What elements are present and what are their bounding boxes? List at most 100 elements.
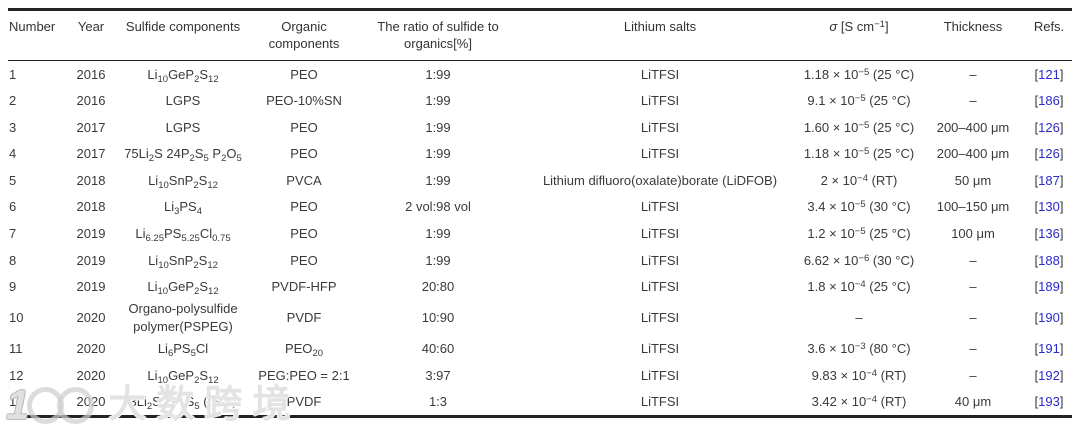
cell-organic: PEO <box>290 252 318 268</box>
cell-ref: [186] <box>1034 93 1064 109</box>
cell-sigma: 2 × 10−4 (RT) <box>820 172 898 188</box>
cell-ref: [187] <box>1034 172 1064 188</box>
cell-organic: PVDF <box>286 310 322 326</box>
cell-number: 11 <box>9 340 23 356</box>
cell-year: 2017 <box>76 146 106 162</box>
cell-organic: PEO <box>290 66 318 82</box>
column-header-sulfide: Sulfide components <box>125 19 241 34</box>
cell-number: 12 <box>9 367 24 383</box>
column-header-organic: Organic components <box>268 19 340 51</box>
column-header-year: Year <box>77 19 105 34</box>
cell-number: 8 <box>9 252 17 268</box>
cell-sulfide: Li3PS4 <box>163 199 203 218</box>
ref-link[interactable]: 190 <box>1038 310 1060 326</box>
cell-sigma: – <box>855 310 863 326</box>
cell-thickness: 40 μm <box>954 394 992 410</box>
cell-thickness: 100 μm <box>951 226 995 242</box>
ref-link[interactable]: 121 <box>1038 66 1060 82</box>
cell-salt: LiTFSI <box>640 310 680 326</box>
cell-sulfide: 75Li2S 24P2S5 P2O5 <box>124 146 242 165</box>
table-row: 12 2020 Li10GeP2S12 PEG:PEO = 2:1 3:97 LiTFSI… <box>8 362 1072 389</box>
cell-thickness: – <box>969 66 977 82</box>
cell-number: 7 <box>9 226 17 242</box>
table-row: 13 2020 3Li2S 2P2S5 (LPS) PVDF 1:3 LiTFSI 3.42… <box>8 389 1072 416</box>
cell-sigma: 1.18 × 10−5 (25 °C) <box>803 66 915 82</box>
cell-sulfide: Li10SnP2S12 <box>148 172 218 191</box>
cell-organic: PVCA <box>286 172 322 188</box>
table-row: 7 2019 Li6.25PS5.25Cl0.75 PEO 1:99 LiTFSI 1.2 … <box>8 221 1072 248</box>
cell-organic: PEO <box>290 199 318 215</box>
ref-link[interactable]: 130 <box>1038 199 1060 215</box>
cell-ref: [121] <box>1034 66 1064 82</box>
ref-link[interactable]: 187 <box>1038 172 1060 188</box>
cell-ref: [136] <box>1034 226 1064 242</box>
ref-link[interactable]: 192 <box>1038 367 1060 383</box>
cell-year: 2020 <box>76 394 106 410</box>
cell-thickness: 100–150 μm <box>936 199 1010 215</box>
cell-ref: [191] <box>1034 340 1064 356</box>
ref-link[interactable]: 193 <box>1038 394 1060 410</box>
table-row: 2 2016 LGPS PEO-10%SN 1:99 LiTFSI 9.1 × 10−5 (… <box>8 88 1072 115</box>
cell-year: 2017 <box>76 119 106 135</box>
cell-organic: PEO <box>290 119 318 135</box>
cell-ratio: 1:99 <box>425 252 451 268</box>
cell-sigma: 9.83 × 10−4 (RT) <box>811 367 907 383</box>
cell-sigma: 3.6 × 10−3 (80 °C) <box>807 340 911 356</box>
column-header-sigma: σ [S cm−1] <box>829 19 889 34</box>
table-row: 1 2016 Li10GeP2S12 PEO 1:99 LiTFSI 1.18 × 10−5… <box>8 61 1072 88</box>
column-header-number: Number <box>9 19 56 34</box>
cell-year: 2016 <box>76 66 106 82</box>
table-row: 11 2020 Li6PS5Cl PEO20 40:60 LiTFSI 3.6 × 10−3… <box>8 335 1072 362</box>
cell-thickness: 50 μm <box>954 172 992 188</box>
cell-ratio: 20:80 <box>421 279 455 295</box>
cell-sigma: 3.4 × 10−5 (30 °C) <box>807 199 911 215</box>
ref-link[interactable]: 189 <box>1038 279 1060 295</box>
cell-sulfide: Li10GeP2S12 <box>147 367 219 386</box>
cell-thickness: – <box>969 252 977 268</box>
table-row: 4 2017 75Li2S 24P2S5 P2O5 PEO 1:99 LiTFSI 1.18… <box>8 141 1072 168</box>
cell-sulfide: Li6PS5Cl <box>157 340 209 359</box>
cell-sulfide: Li10GeP2S12 <box>147 279 219 298</box>
cell-ratio: 40:60 <box>421 340 455 356</box>
ref-link[interactable]: 126 <box>1038 119 1060 135</box>
ref-link[interactable]: 191 <box>1038 340 1060 356</box>
cell-salt: LiTFSI <box>640 252 680 268</box>
table-row: 5 2018 Li10SnP2S12 PVCA 1:99 Lithium difluoro… <box>8 167 1072 194</box>
column-header-salt: Lithium salts <box>623 19 697 34</box>
cell-year: 2019 <box>76 279 106 295</box>
cell-number: 10 <box>9 310 24 326</box>
cell-salt: LiTFSI <box>640 340 680 356</box>
cell-ratio: 1:99 <box>425 146 451 162</box>
cell-organic: PVDF <box>286 394 322 410</box>
cell-sulfide: Li10GeP2S12 <box>147 66 219 85</box>
ref-link[interactable]: 186 <box>1038 93 1060 109</box>
cell-organic: PVDF-HFP <box>271 279 337 295</box>
cell-number: 3 <box>9 119 17 135</box>
cell-ratio: 1:99 <box>425 226 451 242</box>
cell-ratio: 1:99 <box>425 66 451 82</box>
table-row: 3 2017 LGPS PEO 1:99 LiTFSI 1.60 × 10−5 (25 °C… <box>8 114 1072 141</box>
ref-link[interactable]: 136 <box>1038 226 1060 242</box>
cell-year: 2020 <box>76 310 106 326</box>
cell-year: 2020 <box>76 367 106 383</box>
cell-number: 4 <box>9 146 17 162</box>
cell-ratio: 3:97 <box>425 367 451 383</box>
cell-thickness: – <box>969 279 977 295</box>
table-top-rule <box>8 8 1072 11</box>
table-row: 6 2018 Li3PS4 PEO 2 vol:98 vol LiTFSI 3.4 × 10… <box>8 194 1072 221</box>
cell-sulfide: LGPS <box>165 119 201 135</box>
cell-number: 5 <box>9 172 17 188</box>
cell-ratio: 2 vol:98 vol <box>405 199 471 215</box>
cell-sulfide: Organo-polysulfide polymer(PSPEG) <box>128 301 238 334</box>
ref-link[interactable]: 188 <box>1038 252 1060 268</box>
cell-salt: LiTFSI <box>640 66 680 82</box>
cell-organic: PEG:PEO = 2:1 <box>258 367 350 383</box>
ref-link[interactable]: 126 <box>1038 146 1060 162</box>
cell-sulfide: LGPS <box>165 93 201 109</box>
cell-sigma: 9.1 × 10−5 (25 °C) <box>807 93 911 109</box>
cell-salt: Lithium difluoro(oxalate)borate (LiDFOB) <box>542 172 778 188</box>
electrolyte-table: Number Year Sulfide components Organic comp… <box>8 8 1072 419</box>
cell-ratio: 1:99 <box>425 93 451 109</box>
cell-ref: [193] <box>1034 394 1064 410</box>
cell-ratio: 1:99 <box>425 119 451 135</box>
